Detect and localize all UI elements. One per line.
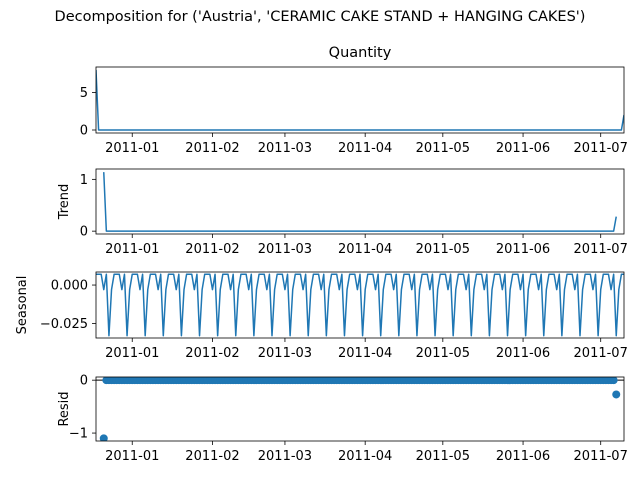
axes-frame-resid: [95, 376, 625, 442]
panel-title-observed: Quantity: [329, 45, 392, 61]
x-tick-label-seasonal: 2011-05: [416, 346, 470, 361]
x-tick-label-observed: 2011-04: [338, 141, 392, 156]
x-tick-label-seasonal: 2011-04: [338, 346, 392, 361]
panel-seasonal: Seasonal 0.000 −0.025 2011-01 2011-02 2011-03…: [15, 271, 628, 361]
y-axis-label-trend: Trend: [57, 184, 72, 221]
y-tick-label-trend: 1: [80, 173, 88, 188]
x-tick-label-resid: 2011-02: [185, 449, 239, 464]
x-tick-label-seasonal: 2011-03: [258, 346, 312, 361]
x-tick-label-seasonal: 2011-06: [496, 346, 550, 361]
y-tick-label-resid: −1: [69, 427, 88, 442]
x-tick-label-seasonal: 2011-07: [574, 346, 628, 361]
chart-title: Decomposition for ('Austria', 'CERAMIC C…: [55, 9, 586, 25]
x-tick-label-trend: 2011-04: [338, 242, 392, 257]
panel-observed: Quantity 0 5 2011-01 2011-02 2011-03 2011-04 20…: [80, 45, 628, 156]
x-tick-label-seasonal: 2011-02: [185, 346, 239, 361]
resid-point: [99, 434, 108, 441]
resid-point: [609, 377, 618, 385]
series-line-seasonal: [96, 273, 624, 337]
x-tick-label-resid: 2011-03: [258, 449, 312, 464]
x-tick-label-observed: 2011-03: [258, 141, 312, 156]
x-tick-label-trend: 2011-01: [105, 242, 159, 257]
x-tick-label-observed: 2011-01: [105, 141, 159, 156]
x-tick-label-observed: 2011-07: [574, 141, 628, 156]
series-line-observed: [96, 69, 624, 131]
axes-frame-trend: [95, 168, 625, 235]
y-tick-label-resid: 0: [80, 374, 88, 389]
x-tick-label-resid: 2011-05: [416, 449, 470, 464]
x-tick-label-resid: 2011-01: [105, 449, 159, 464]
x-tick-label-resid: 2011-06: [496, 449, 550, 464]
y-tick-label-observed: 0: [80, 124, 88, 139]
x-tick-label-trend: 2011-07: [574, 242, 628, 257]
y-tick-label-seasonal: −0.025: [40, 317, 88, 332]
y-tick-label-seasonal: 0.000: [51, 279, 88, 294]
series-line-trend: [103, 172, 617, 232]
x-tick-label-trend: 2011-02: [185, 242, 239, 257]
x-tick-label-observed: 2011-02: [185, 141, 239, 156]
x-tick-label-trend: 2011-06: [496, 242, 550, 257]
axes-frame-seasonal: [95, 271, 625, 339]
plot-area-seasonal: [96, 273, 624, 337]
x-tick-label-seasonal: 2011-01: [105, 346, 159, 361]
resid-point: [612, 390, 621, 399]
y-tick-label-trend: 0: [80, 225, 88, 240]
x-tick-label-resid: 2011-04: [338, 449, 392, 464]
y-tick-label-observed: 5: [80, 86, 88, 101]
y-axis-label-resid: Resid: [57, 391, 72, 426]
plot-area-observed: [96, 69, 624, 131]
x-tick-label-resid: 2011-07: [574, 449, 628, 464]
x-tick-label-observed: 2011-05: [416, 141, 470, 156]
x-tick-label-trend: 2011-03: [258, 242, 312, 257]
axes-frame-observed: [95, 66, 625, 134]
plot-area-trend: [103, 172, 617, 232]
x-tick-label-observed: 2011-06: [496, 141, 550, 156]
panel-trend: Trend 0 1 2011-01 2011-02 2011-03 2011-04 2011-…: [57, 168, 628, 257]
plot-area-resid: [96, 377, 624, 441]
panels: Quantity 0 5 2011-01 2011-02 2011-03 2011-04 20…: [15, 45, 628, 464]
panel-resid: Resid 0 −1 2011-01 2011-02 2011-03 2011-04 2011…: [57, 374, 628, 464]
x-tick-label-trend: 2011-05: [416, 242, 470, 257]
y-axis-label-seasonal: Seasonal: [15, 276, 30, 335]
